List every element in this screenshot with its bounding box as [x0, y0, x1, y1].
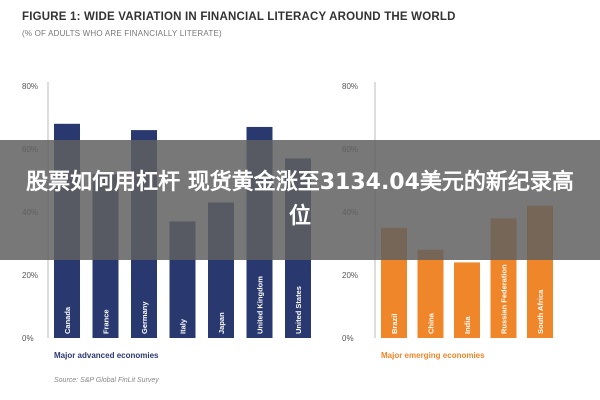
panel-title: Major emerging economies — [381, 351, 485, 360]
headline-overlay: 股票如何用杠杆 现货黄金涨至3134.04美元的新纪录高位 — [0, 140, 600, 260]
category-label: France — [102, 309, 111, 334]
category-label: Brazil — [390, 314, 399, 334]
y-tick-label: 0% — [22, 334, 34, 343]
y-tick-label: 80% — [342, 82, 358, 91]
category-label: United Kingdom — [256, 276, 265, 334]
category-label: China — [427, 312, 436, 334]
chart-source: Source: S&P Global FinLit Survey — [54, 377, 159, 384]
category-label: Japan — [217, 312, 226, 334]
category-label: South Africa — [536, 289, 545, 334]
y-tick-label: 0% — [342, 334, 354, 343]
panel-title: Major advanced economies — [54, 351, 159, 360]
headline-text: 股票如何用杠杆 现货黄金涨至3134.04美元的新纪录高位 — [26, 170, 574, 229]
category-label: Russian Federation — [500, 264, 509, 334]
category-label: Canada — [63, 306, 72, 334]
y-tick-label: 20% — [342, 271, 358, 280]
bar — [454, 262, 480, 338]
y-tick-label: 20% — [22, 271, 38, 280]
bar — [417, 249, 444, 338]
figure-title: FIGURE 1: WIDE VARIATION IN FINANCIAL LI… — [22, 11, 456, 23]
category-label: United States — [294, 286, 303, 334]
figure-subtitle: (% OF ADULTS WHO ARE FINANCIALLY LITERAT… — [22, 29, 222, 38]
y-tick-label: 80% — [22, 82, 38, 91]
category-label: Germany — [140, 301, 149, 334]
category-label: Italy — [179, 318, 188, 334]
category-label: India — [463, 316, 472, 334]
